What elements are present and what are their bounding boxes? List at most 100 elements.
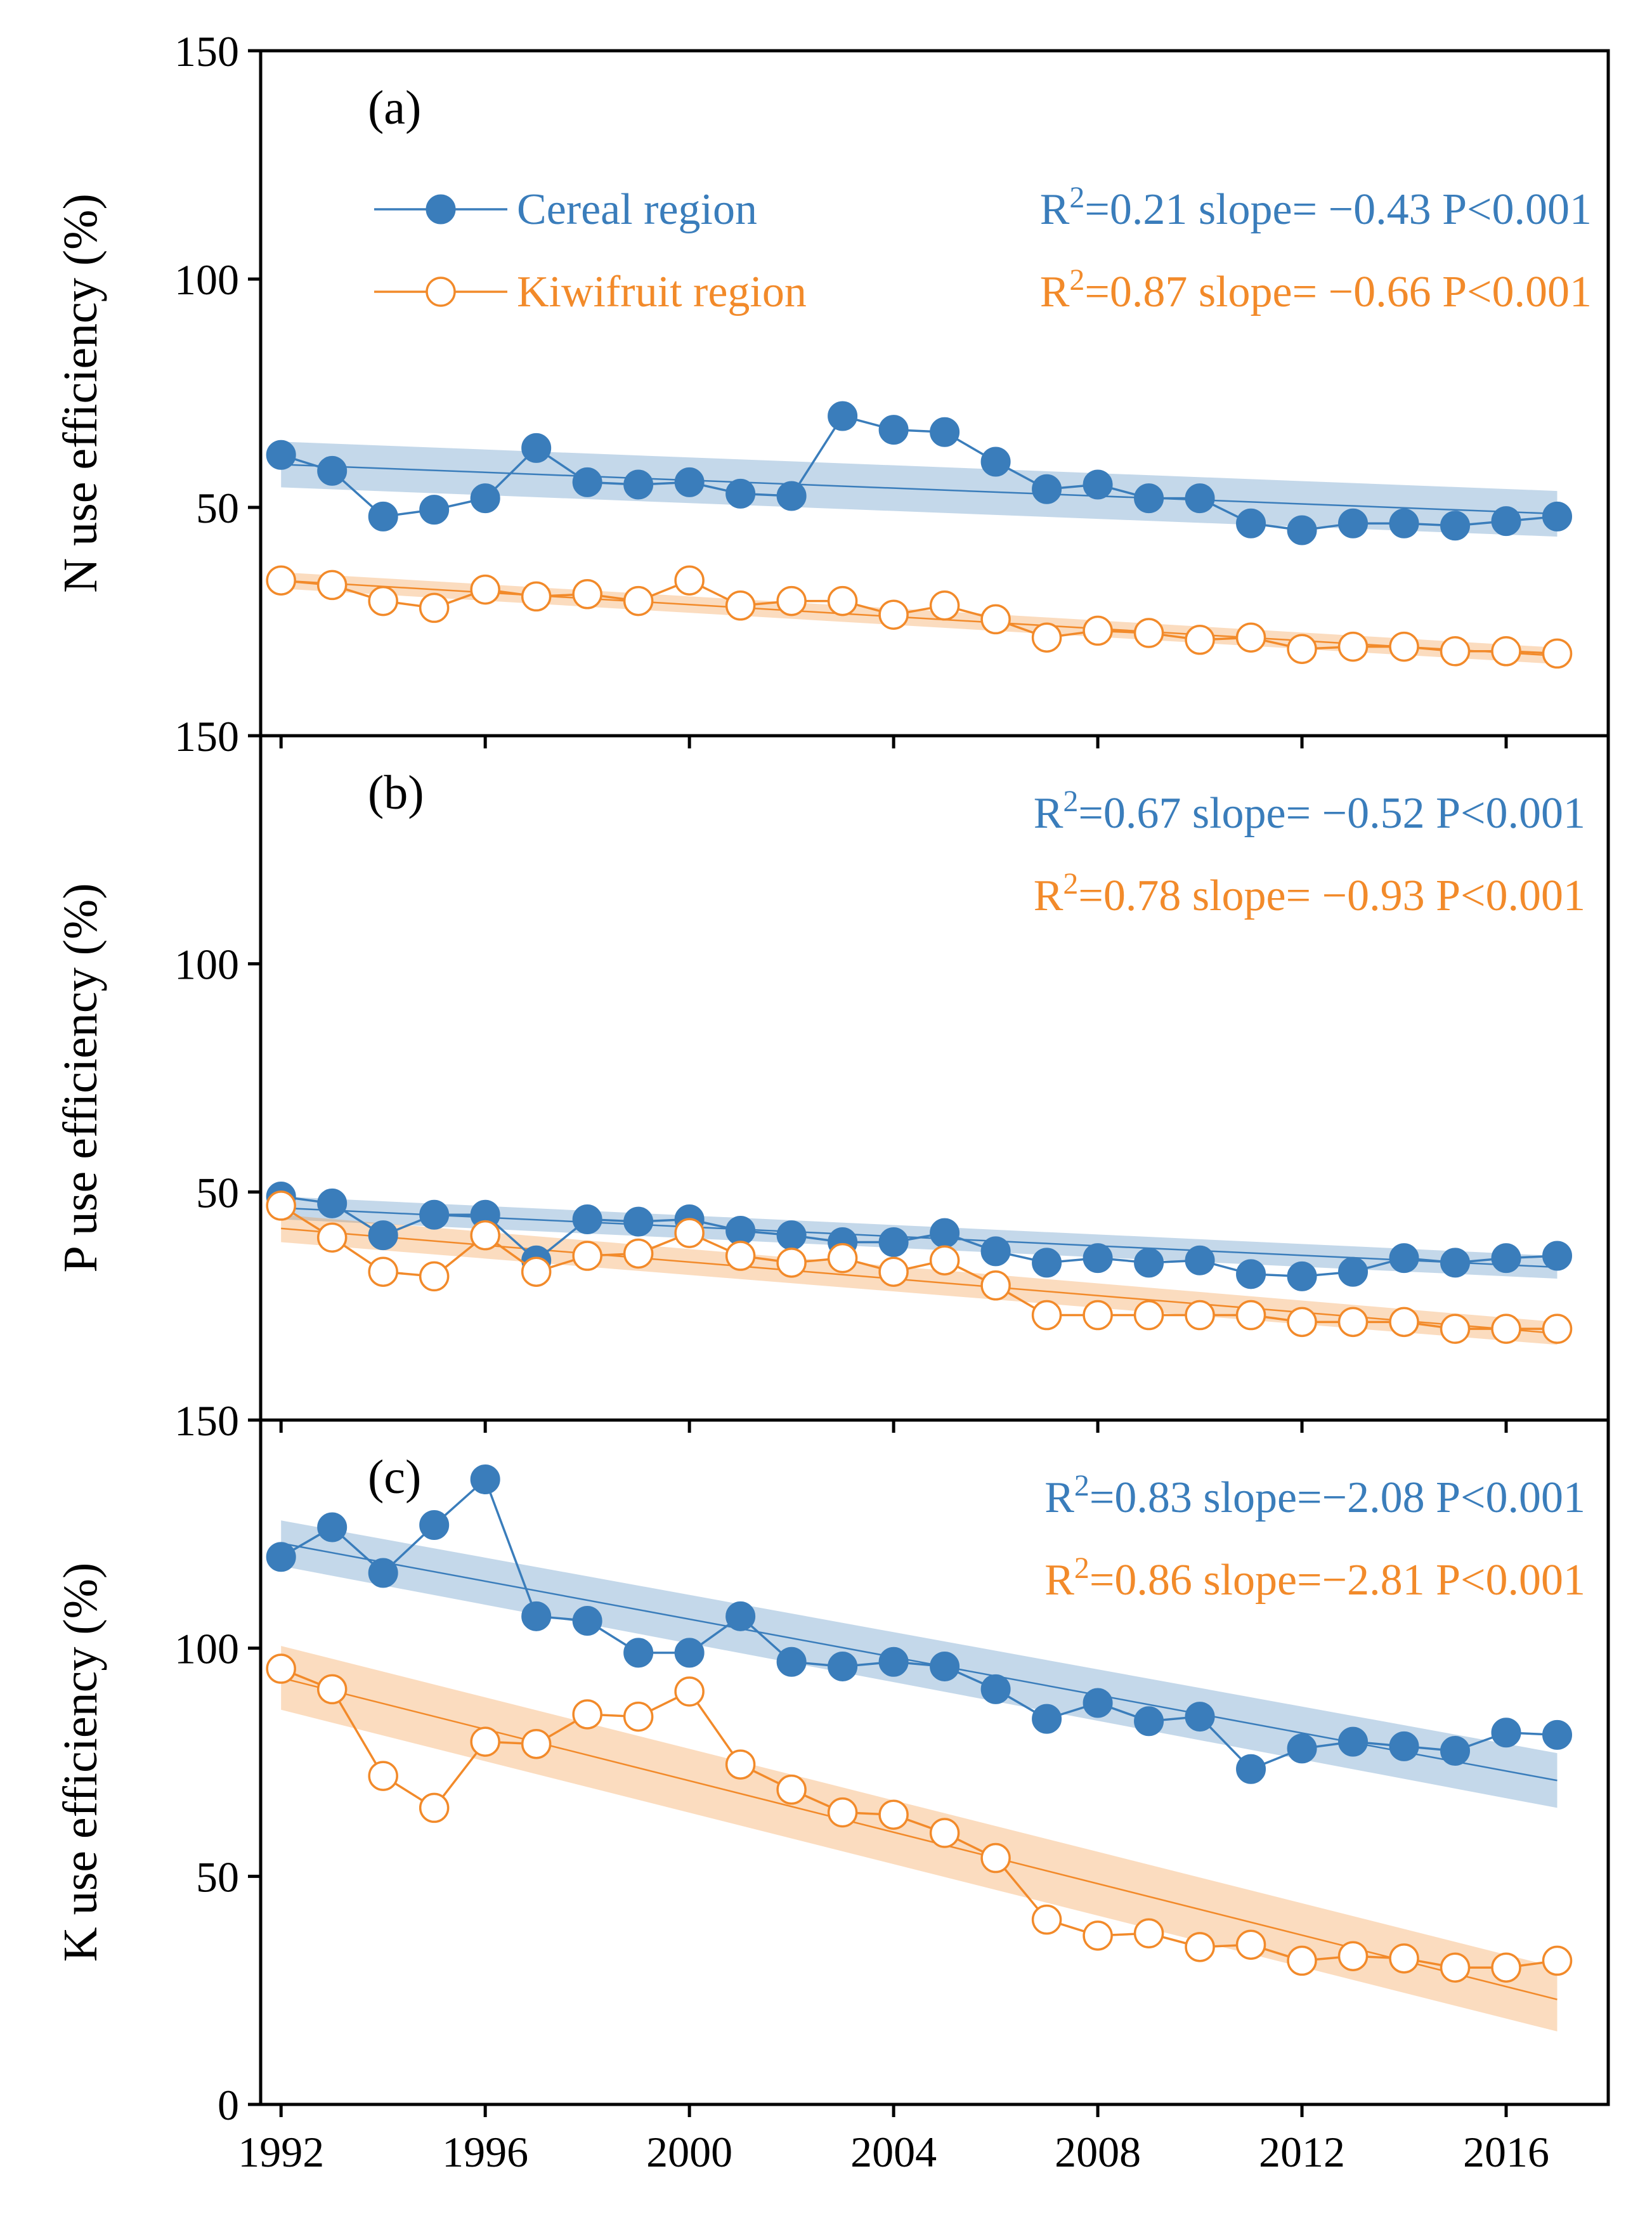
data-point <box>1083 1300 1113 1331</box>
x-tick-label: 1992 <box>238 2128 324 2176</box>
stats-annotation: R2=0.86 slope=−2.81 P<0.001 <box>1044 1551 1585 1605</box>
data-point <box>572 467 602 497</box>
data-point <box>419 1261 450 1292</box>
data-point <box>776 585 807 616</box>
data-point <box>1491 1314 1521 1344</box>
data-point <box>878 1227 909 1257</box>
data-point <box>1185 1245 1215 1275</box>
data-point <box>368 1256 398 1287</box>
plot-frame <box>259 1418 1610 2106</box>
data-point <box>470 1220 500 1251</box>
data-point <box>572 1241 602 1271</box>
data-point <box>674 565 705 596</box>
y-tick-label: 100 <box>174 941 239 989</box>
data-point <box>1389 508 1419 538</box>
data-point <box>1337 631 1369 662</box>
stats-annotations: R2=0.67 slope= −0.52 P<0.001 R2=0.78 slop… <box>1034 785 1585 921</box>
data-point <box>827 1797 858 1828</box>
series-layer <box>266 401 1573 669</box>
data-point <box>316 1674 348 1705</box>
y-axis-label: K use efficiency (%) <box>54 1563 107 1962</box>
x-tick-label: 2004 <box>850 2128 937 2176</box>
stats-annotation: R2=0.83 slope=−2.08 P<0.001 <box>1044 1469 1585 1523</box>
data-point <box>930 1651 960 1681</box>
data-point <box>776 481 807 511</box>
data-point <box>419 1509 450 1540</box>
data-point <box>1542 1241 1573 1271</box>
y-tick-label: 150 <box>174 27 239 75</box>
data-point <box>1185 483 1215 514</box>
x-tick-label: 2008 <box>1055 2128 1141 2176</box>
series-layer <box>266 1464 1573 1983</box>
data-point <box>1338 508 1369 538</box>
data-point <box>1491 506 1521 537</box>
y-axis-label: N use efficiency (%) <box>54 193 107 593</box>
data-point <box>419 495 450 525</box>
data-point <box>470 574 500 605</box>
data-point <box>725 478 756 509</box>
data-point <box>980 604 1011 635</box>
data-point <box>266 1542 296 1572</box>
data-point <box>1389 1943 1419 1974</box>
data-point <box>1133 1300 1164 1331</box>
data-point <box>1236 508 1266 538</box>
data-point <box>1337 1941 1369 1971</box>
y-tick-label: 150 <box>174 712 239 760</box>
data-point <box>1491 1952 1521 1983</box>
legend: Cereal region R2=0.21 slope= −0.43 P<0.00… <box>374 181 1592 316</box>
data-point <box>1440 1736 1471 1766</box>
data-point <box>878 415 909 445</box>
data-point <box>980 1842 1011 1874</box>
data-point <box>419 1199 450 1230</box>
x-tick-label: 1996 <box>442 2128 528 2176</box>
data-point <box>1235 1300 1266 1331</box>
data-point <box>1542 1945 1573 1976</box>
data-point <box>725 1601 756 1631</box>
data-point <box>623 1206 654 1237</box>
data-point <box>316 570 348 601</box>
stats-annotation: R2=0.78 slope= −0.93 P<0.001 <box>1034 867 1585 921</box>
data-point <box>1491 1243 1521 1274</box>
data-point <box>725 1749 756 1780</box>
data-point <box>368 1220 398 1251</box>
data-point <box>1542 638 1573 669</box>
data-point <box>827 585 858 616</box>
data-point <box>1389 1243 1419 1274</box>
data-point <box>470 1464 500 1495</box>
panel-label: (c) <box>368 1451 421 1504</box>
y-tick-label: 50 <box>196 1853 239 1901</box>
data-point <box>368 501 398 531</box>
data-point <box>1083 615 1113 646</box>
data-point <box>725 1241 756 1271</box>
y-tick-label: 50 <box>196 484 239 532</box>
data-point <box>929 590 960 621</box>
data-point <box>725 590 756 621</box>
data-point <box>572 1606 602 1636</box>
data-point <box>1133 1918 1164 1948</box>
y-axis-label: P use efficiency (%) <box>54 883 107 1272</box>
data-point <box>368 1761 398 1791</box>
data-point <box>878 1799 909 1830</box>
data-point <box>1236 1259 1266 1289</box>
y-tick-label: 0 <box>218 2081 239 2129</box>
data-point <box>521 433 552 463</box>
data-point <box>623 469 654 500</box>
data-point <box>623 1238 654 1269</box>
data-point <box>1032 1248 1062 1278</box>
data-point <box>930 1218 960 1248</box>
data-point <box>1235 622 1266 653</box>
legend-marker <box>426 194 456 225</box>
data-point <box>980 1236 1011 1267</box>
data-point <box>725 1215 756 1246</box>
data-point <box>674 1676 705 1707</box>
panel-b: 50 100 150 P use efficiency (%) (b) R2=0.6… <box>54 712 1610 1433</box>
data-point <box>1134 1706 1164 1737</box>
data-point <box>1440 636 1471 667</box>
data-point <box>1542 1314 1573 1344</box>
data-point <box>1542 501 1573 531</box>
data-point <box>1236 1754 1266 1784</box>
data-point <box>1287 515 1317 545</box>
data-point <box>1440 1248 1471 1278</box>
data-point <box>1287 1733 1317 1764</box>
y-tick-label: 50 <box>196 1168 239 1216</box>
